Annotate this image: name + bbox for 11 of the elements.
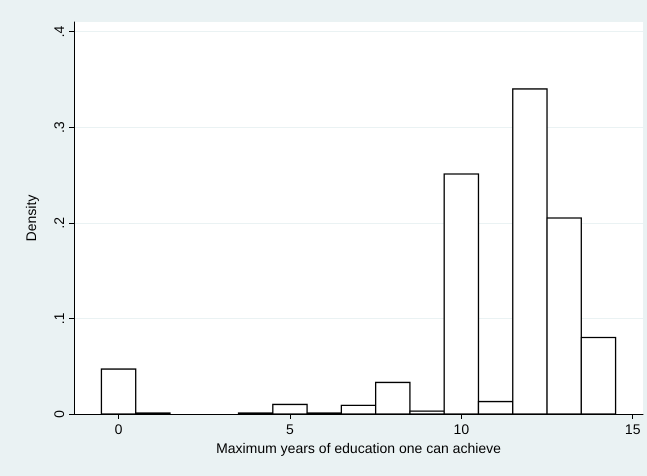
y-tick-label: .2 [51,216,67,229]
y-tick-label: .1 [51,312,67,324]
x-tick-label: 0 [114,421,123,437]
y-axis-title: Density [23,194,39,242]
x-tick-label: 15 [624,421,641,437]
x-tick-label: 5 [286,421,294,437]
x-tick-label: 10 [454,421,470,437]
y-tick-label: 0 [51,410,67,418]
y-tick-label: .3 [51,121,67,134]
y-tick-label: .4 [51,26,67,38]
x-axis-title: Maximum years of education one can achieve [216,440,502,456]
